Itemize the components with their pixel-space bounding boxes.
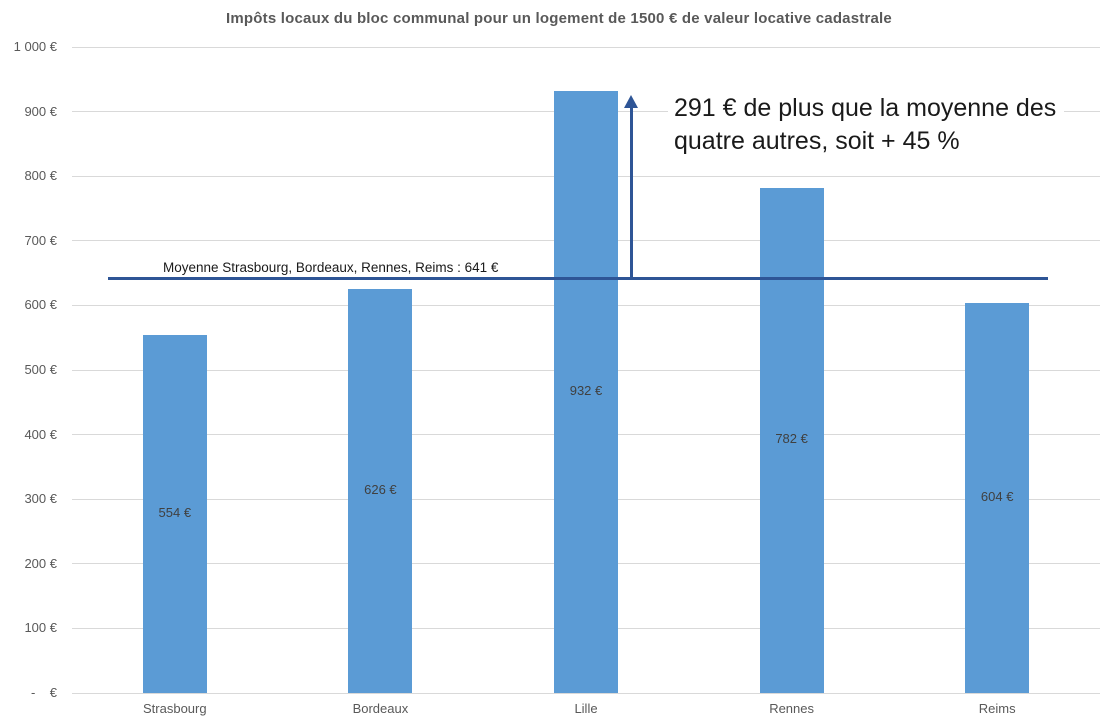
y-axis-label: 100 € [24, 620, 57, 636]
x-axis-label: Lille [574, 701, 598, 716]
bar-lille [554, 90, 618, 693]
y-axis-label: 1 000 € [13, 39, 57, 54]
gridline [72, 46, 1100, 48]
bar-bordeaux [348, 288, 413, 693]
y-axis-label: - € [30, 685, 57, 700]
bar-value-label: 782 € [775, 431, 808, 447]
average-line [108, 276, 1048, 280]
average-line-label: Moyenne Strasbourg, Bordeaux, Rennes, Re… [163, 259, 499, 275]
y-axis-label: 700 € [24, 232, 57, 248]
bar-strasbourg [142, 335, 207, 693]
bar-rennes [759, 187, 824, 693]
annotation: 291 € de plus que la moyenne des quatre … [668, 90, 1065, 160]
bar-value-label: 554 € [158, 505, 192, 521]
y-axis-label: 300 € [24, 491, 57, 507]
y-axis-label: 900 € [24, 103, 57, 119]
y-axis-label: 200 € [24, 555, 57, 571]
x-axis-label: Strasbourg [143, 701, 207, 716]
gridline [72, 692, 1100, 694]
bar-value-label: 604 € [980, 488, 1014, 504]
y-axis-label: 800 € [24, 168, 57, 184]
x-axis-label: Rennes [769, 701, 814, 716]
y-axis-label: 500 € [24, 362, 57, 377]
x-axis-label: Reims [978, 701, 1016, 716]
up-arrow-shaft [629, 105, 633, 279]
y-axis-label: 600 € [24, 297, 57, 313]
up-arrow-head [624, 94, 638, 108]
x-axis-label: Bordeaux [352, 701, 409, 716]
y-axis-label: 400 € [24, 426, 57, 442]
bar-value-label: 932 € [569, 382, 603, 398]
chart-title: Impôts locaux du bloc communal pour un l… [226, 10, 892, 27]
annotation-line-1: 291 € de plus que la moyenne des [674, 94, 1057, 122]
annotation-line-2: quatre autres, soit + 45 % [674, 127, 960, 155]
bar-reims [965, 302, 1030, 693]
bar-value-label: 626 € [364, 481, 397, 497]
